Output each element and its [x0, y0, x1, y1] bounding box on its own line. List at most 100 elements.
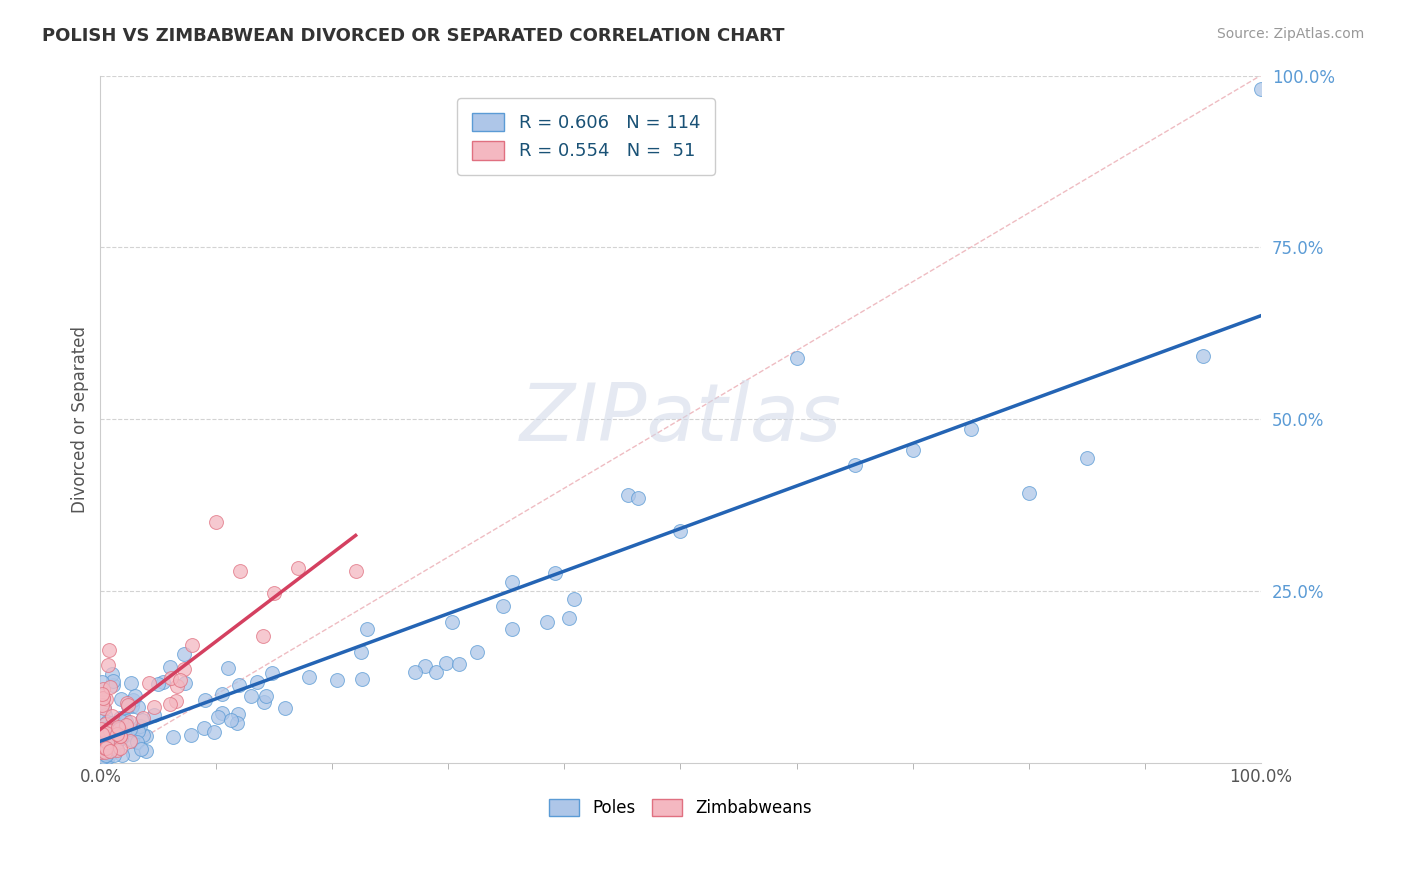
Point	[226, 716, 249, 731]
Point	[96, 746, 118, 760]
Point	[91, 750, 114, 764]
Point	[132, 728, 155, 742]
Point	[228, 678, 250, 692]
Point	[131, 741, 153, 756]
Point	[146, 677, 169, 691]
Point	[298, 670, 321, 684]
Point	[202, 724, 225, 739]
Point	[97, 750, 120, 764]
Point	[142, 707, 165, 722]
Point	[217, 661, 239, 675]
Point	[94, 716, 117, 731]
Point	[115, 718, 138, 732]
Point	[544, 566, 567, 581]
Point	[352, 672, 374, 686]
Point	[135, 744, 157, 758]
Point	[91, 690, 114, 705]
Point	[110, 748, 132, 763]
Point	[131, 711, 153, 725]
Y-axis label: Divorced or Separated: Divorced or Separated	[72, 326, 89, 513]
Point	[115, 725, 138, 739]
Point	[93, 700, 115, 714]
Point	[786, 351, 808, 366]
Point	[96, 723, 118, 738]
Point	[447, 657, 470, 671]
Point	[626, 491, 648, 505]
Point	[96, 739, 118, 753]
Point	[90, 723, 112, 737]
Point	[159, 698, 181, 712]
Point	[96, 747, 118, 762]
Point	[101, 709, 124, 723]
Point	[112, 711, 135, 725]
Point	[142, 700, 165, 714]
Point	[105, 737, 128, 751]
Point	[93, 701, 115, 715]
Point	[127, 723, 149, 738]
Point	[122, 747, 145, 761]
Point	[101, 678, 124, 692]
Point	[97, 657, 120, 672]
Point	[1191, 349, 1213, 363]
Point	[118, 714, 141, 729]
Point	[105, 727, 128, 741]
Text: Source: ZipAtlas.com: Source: ZipAtlas.com	[1216, 27, 1364, 41]
Point	[94, 748, 117, 763]
Point	[110, 730, 132, 744]
Point	[94, 741, 117, 756]
Point	[110, 691, 132, 706]
Point	[211, 706, 233, 720]
Point	[124, 689, 146, 703]
Point	[101, 667, 124, 681]
Point	[194, 693, 217, 707]
Point	[98, 724, 121, 739]
Point	[97, 721, 120, 735]
Point	[125, 734, 148, 748]
Point	[108, 741, 131, 756]
Point	[617, 488, 640, 502]
Point	[101, 715, 124, 730]
Point	[117, 698, 139, 712]
Point	[127, 700, 149, 714]
Point	[159, 660, 181, 674]
Point	[90, 745, 112, 759]
Point	[256, 690, 278, 704]
Point	[114, 728, 136, 742]
Point	[1076, 450, 1098, 465]
Point	[96, 749, 118, 764]
Point	[90, 675, 112, 690]
Point	[108, 710, 131, 724]
Point	[91, 682, 114, 697]
Point	[118, 722, 141, 736]
Point	[425, 665, 447, 679]
Point	[1250, 82, 1272, 96]
Point	[98, 642, 121, 657]
Point	[404, 665, 426, 679]
Point	[98, 744, 121, 758]
Point	[152, 675, 174, 690]
Point	[90, 742, 112, 756]
Point	[94, 691, 117, 706]
Point	[166, 679, 188, 693]
Point	[138, 675, 160, 690]
Point	[101, 719, 124, 733]
Text: ZIPatlas: ZIPatlas	[519, 380, 842, 458]
Point	[434, 656, 457, 670]
Point	[135, 729, 157, 743]
Point	[162, 731, 184, 745]
Point	[115, 714, 138, 728]
Point	[90, 698, 112, 712]
Point	[117, 698, 139, 713]
Point	[110, 731, 132, 746]
Point	[97, 721, 120, 735]
Point	[501, 574, 523, 589]
Point	[90, 727, 112, 741]
Point	[252, 630, 274, 644]
Point	[94, 707, 117, 722]
Point	[120, 676, 142, 690]
Point	[274, 700, 297, 714]
Point	[173, 647, 195, 661]
Point	[211, 687, 233, 701]
Point	[492, 599, 515, 613]
Point	[356, 622, 378, 636]
